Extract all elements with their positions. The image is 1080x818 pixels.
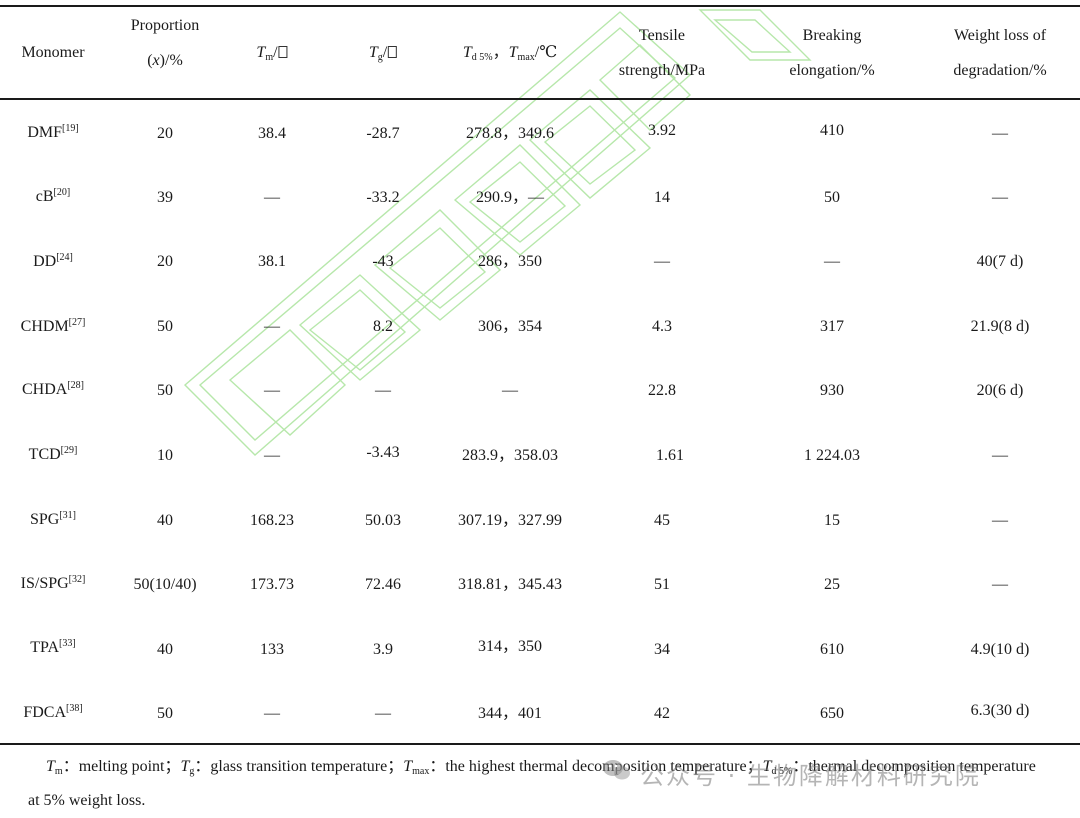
cell-monomer: IS/SPG[32] xyxy=(20,574,86,592)
cell-td: 290.9，— xyxy=(475,189,545,206)
cell-monomer: CHDA[28] xyxy=(21,380,85,398)
cell-monomer: cB[20] xyxy=(35,187,71,205)
cell-tm: — xyxy=(264,318,280,335)
cell-tm: — xyxy=(264,382,280,399)
cell-proportion: 40 xyxy=(157,512,173,529)
cell-monomer: CHDM[27] xyxy=(20,317,86,335)
header-monomer: Monomer xyxy=(21,44,85,61)
cell-tm: 38.4 xyxy=(258,125,286,142)
cell-tensile: 51 xyxy=(654,576,670,593)
cell-tensile: 45 xyxy=(654,512,670,529)
cell-tm: 133 xyxy=(260,641,284,658)
cell-monomer: TPA[33] xyxy=(30,638,76,656)
cell-weight-loss: 40(7 d) xyxy=(976,253,1024,270)
cell-tensile: 14 xyxy=(654,189,670,206)
cell-td: 344，401 xyxy=(477,705,543,722)
cell-tg: 3.9 xyxy=(373,641,393,658)
cell-td: 306，354 xyxy=(477,318,543,335)
cell-td: 318.81，345.43 xyxy=(457,576,563,593)
cell-proportion: 50 xyxy=(157,705,173,722)
header-td: Td 5%，Tmax/℃ xyxy=(462,44,558,63)
wechat-watermark-text: 公众号 · 生物降解材料研究院 xyxy=(640,762,981,790)
cell-tm: 168.23 xyxy=(250,512,294,529)
cell-weight-loss: — xyxy=(992,512,1008,529)
table-header-rule xyxy=(0,98,1080,100)
table-top-rule xyxy=(0,5,1080,7)
cell-breaking: — xyxy=(824,253,840,270)
cell-td: 286，350 xyxy=(477,253,543,270)
cell-tm: — xyxy=(264,705,280,722)
cell-weight-loss: 4.9(10 d) xyxy=(970,641,1030,658)
cell-td: 307.19，327.99 xyxy=(457,512,563,529)
cell-weight-loss: — xyxy=(992,189,1008,206)
header-tg: Tg/ xyxy=(369,35,398,70)
cell-breaking: 317 xyxy=(820,318,844,335)
cell-tensile: 3.92 xyxy=(648,122,676,139)
cell-tg: -28.7 xyxy=(366,125,400,142)
cell-tensile: 42 xyxy=(654,705,670,722)
cell-td: — xyxy=(502,382,518,399)
cell-proportion: 50 xyxy=(157,382,173,399)
cell-tg: 72.46 xyxy=(365,576,401,593)
cell-monomer: TCD[29] xyxy=(28,445,78,463)
cell-tg: -3.43 xyxy=(366,444,400,461)
cell-breaking: 50 xyxy=(824,189,840,206)
table-footnote: Tm：melting point；Tg：glass transition tem… xyxy=(28,758,1036,809)
cell-tg: — xyxy=(375,705,391,722)
header-weight-loss: Weight loss of degradation/% xyxy=(953,27,1047,79)
cell-weight-loss: 20(6 d) xyxy=(976,382,1024,399)
cell-breaking: 650 xyxy=(820,705,844,722)
cell-proportion: 40 xyxy=(157,641,173,658)
cell-breaking: 410 xyxy=(820,122,844,139)
cell-weight-loss: — xyxy=(992,576,1008,593)
cell-monomer: DMF[19] xyxy=(27,123,79,141)
cell-proportion: 39 xyxy=(157,189,173,206)
cell-monomer: SPG[31] xyxy=(29,510,77,528)
cell-tg: -43 xyxy=(372,253,394,270)
cell-weight-loss: — xyxy=(992,447,1008,464)
cell-proportion: 50(10/40) xyxy=(133,576,197,593)
header-proportion: Proportion (x)/% xyxy=(130,17,200,69)
cell-td: 314，350 xyxy=(477,638,543,655)
cell-weight-loss: 21.9(8 d) xyxy=(970,318,1030,335)
cell-tg: 8.2 xyxy=(373,318,393,335)
cell-tg: — xyxy=(375,382,391,399)
cell-breaking: 930 xyxy=(820,382,844,399)
cell-tm: — xyxy=(264,189,280,206)
cell-proportion: 50 xyxy=(157,318,173,335)
cell-tensile: 1.61 xyxy=(656,447,684,464)
cell-tg: -33.2 xyxy=(366,189,400,206)
header-tensile: Tensile strength/MPa xyxy=(618,27,706,79)
cell-monomer: FDCA[38] xyxy=(23,703,83,721)
wechat-logo-icon xyxy=(603,760,630,780)
missing-glyph-icon xyxy=(388,46,398,58)
header-breaking: Breaking elongation/% xyxy=(789,27,875,79)
cell-tensile: 4.3 xyxy=(652,318,672,335)
cell-weight-loss: — xyxy=(992,125,1008,142)
cell-tensile: 34 xyxy=(654,641,670,658)
cell-breaking: 610 xyxy=(820,641,844,658)
cell-tg: 50.03 xyxy=(365,512,401,529)
cell-monomer: DD[24] xyxy=(33,252,73,270)
cell-tensile: 22.8 xyxy=(648,382,676,399)
cell-td: 278.8，349.6 xyxy=(465,125,555,142)
cell-proportion: 10 xyxy=(157,447,173,464)
header-tm: Tm/ xyxy=(256,35,288,70)
cell-proportion: 20 xyxy=(157,253,173,270)
cell-tensile: — xyxy=(654,253,670,270)
cell-breaking: 25 xyxy=(824,576,840,593)
cell-weight-loss: 6.3(30 d) xyxy=(970,702,1030,719)
cell-tm: 38.1 xyxy=(258,253,286,270)
cell-proportion: 20 xyxy=(157,125,173,142)
cell-tm: 173.73 xyxy=(250,576,294,593)
table-bottom-rule xyxy=(0,743,1080,745)
missing-glyph-icon xyxy=(278,46,288,58)
cell-breaking: 15 xyxy=(824,512,840,529)
cell-td: 283.9，358.03 xyxy=(461,447,559,464)
cell-tm: — xyxy=(264,447,280,464)
cell-breaking: 1 224.03 xyxy=(804,447,860,464)
